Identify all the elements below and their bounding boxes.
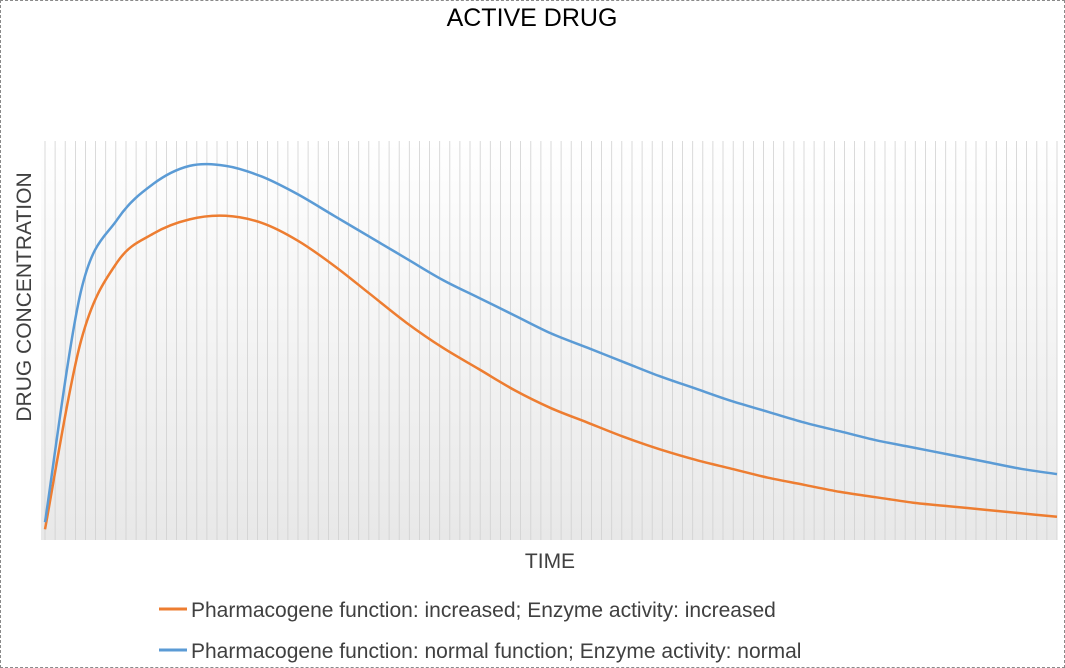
series-line-increased: [43, 214, 1058, 530]
legend-label-normal: Pharmacogene function: normal function; …: [191, 640, 801, 663]
y-axis-title: DRUG CONCENTRATION: [13, 172, 36, 421]
legend: Pharmacogene function: increased; Enzyme…: [159, 599, 801, 663]
x-axis-title: TIME: [525, 550, 575, 573]
series-line-normal: [43, 162, 1058, 523]
plot-area: [41, 141, 1057, 540]
chart-title: ACTIVE DRUG: [447, 4, 618, 32]
vertical-grid: [44, 141, 1058, 540]
series-lines: [43, 162, 1058, 530]
legend-label-increased: Pharmacogene function: increased; Enzyme…: [191, 599, 776, 622]
